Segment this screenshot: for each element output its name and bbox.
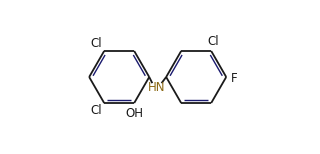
Text: Cl: Cl [91, 37, 102, 50]
Text: Cl: Cl [207, 35, 219, 48]
Text: HN: HN [148, 81, 165, 93]
Text: F: F [231, 72, 237, 85]
Text: Cl: Cl [90, 104, 101, 117]
Text: OH: OH [125, 107, 143, 120]
